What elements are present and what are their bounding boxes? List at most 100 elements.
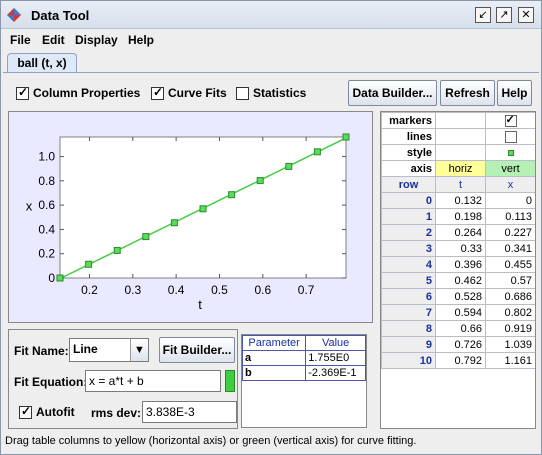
param-value[interactable]: 1.755E0 bbox=[305, 350, 366, 366]
y-tick-label: 0.6 bbox=[38, 198, 55, 212]
style-x[interactable] bbox=[485, 144, 535, 161]
statistics-label: Statistics bbox=[253, 86, 307, 100]
table-row[interactable]: 4 0.396 0.455 bbox=[381, 256, 535, 273]
t-cell[interactable]: 0.132 bbox=[435, 192, 486, 209]
style-t[interactable] bbox=[435, 144, 486, 161]
statistics-checkbox[interactable]: Statistics bbox=[236, 86, 306, 100]
column-properties-checkbox[interactable]: Column Properties bbox=[16, 85, 141, 100]
value-header[interactable]: Value bbox=[305, 335, 366, 351]
x-cell[interactable]: 0.57 bbox=[485, 272, 535, 289]
t-cell[interactable]: 0.594 bbox=[435, 304, 486, 321]
x-cell[interactable]: 0.227 bbox=[485, 224, 535, 241]
row-number[interactable]: 6 bbox=[381, 288, 436, 305]
fit-equation-field[interactable]: x = a*t + b bbox=[85, 370, 221, 392]
table-row[interactable]: 9 0.726 1.039 bbox=[381, 336, 535, 353]
t-cell[interactable]: 0.264 bbox=[435, 224, 486, 241]
x-cell[interactable]: 1.039 bbox=[485, 336, 535, 353]
row-number[interactable]: 8 bbox=[381, 320, 436, 337]
rms-dev-label: rms dev: bbox=[91, 406, 142, 420]
help-button[interactable]: Help bbox=[497, 80, 532, 106]
row-number[interactable]: 7 bbox=[381, 304, 436, 321]
row-number[interactable]: 2 bbox=[381, 224, 436, 241]
param-header[interactable]: Parameter bbox=[241, 335, 307, 351]
fit-equation-label: Fit Equation: bbox=[14, 375, 88, 389]
lines-x[interactable] bbox=[485, 128, 535, 145]
t-cell[interactable]: 0.66 bbox=[435, 320, 486, 337]
axis-t[interactable]: horiz bbox=[435, 160, 486, 177]
table-row[interactable]: 10 0.792 1.161 bbox=[381, 352, 535, 369]
t-cell[interactable]: 0.528 bbox=[435, 288, 486, 305]
checkbox-unchecked-icon[interactable] bbox=[504, 130, 517, 143]
plot-panel[interactable]: 0.2 0.3 0.4 0.5 0.6 0.7 0 0.2 0.4 0.6 0.8 1.0 t x bbox=[8, 111, 373, 323]
row-header[interactable]: row bbox=[381, 176, 436, 193]
row-number[interactable]: 0 bbox=[381, 192, 436, 209]
menu-help[interactable]: Help bbox=[128, 33, 155, 47]
refresh-button[interactable]: Refresh bbox=[440, 80, 495, 106]
x-cell[interactable]: 1.161 bbox=[485, 352, 535, 369]
table-row[interactable]: 0 0.132 0 bbox=[381, 192, 535, 209]
table-row[interactable]: 7 0.594 0.802 bbox=[381, 304, 535, 321]
column-properties-label: Column Properties bbox=[33, 86, 141, 100]
autofit-checkbox[interactable]: Autofit bbox=[19, 404, 75, 419]
x-cell[interactable]: 0.341 bbox=[485, 240, 535, 257]
parameter-table-panel: Parameter Value a 1.755E0 b -2.369E-1 bbox=[241, 334, 367, 428]
t-cell[interactable]: 0.462 bbox=[435, 272, 486, 289]
row-number[interactable]: 5 bbox=[381, 272, 436, 289]
markers-t[interactable] bbox=[435, 112, 486, 129]
y-axis-label: x bbox=[26, 199, 33, 214]
t-cell[interactable]: 0.792 bbox=[435, 352, 486, 369]
data-builder-button[interactable]: Data Builder... bbox=[348, 80, 437, 106]
style-label: style bbox=[381, 144, 436, 161]
row-number[interactable]: 9 bbox=[381, 336, 436, 353]
param-value[interactable]: -2.369E-1 bbox=[305, 365, 366, 381]
column-header-row: row t x bbox=[381, 176, 535, 193]
menu-display[interactable]: Display bbox=[75, 33, 118, 47]
markers-x[interactable] bbox=[485, 112, 535, 129]
tab-ball[interactable]: ball (t, x) bbox=[7, 53, 77, 73]
row-number[interactable]: 4 bbox=[381, 256, 436, 273]
data-point bbox=[313, 148, 321, 156]
x-cell[interactable]: 0.686 bbox=[485, 288, 535, 305]
axis-x[interactable]: vert bbox=[485, 160, 535, 177]
param-row[interactable]: b -2.369E-1 bbox=[241, 365, 366, 381]
x-header[interactable]: x bbox=[485, 176, 535, 193]
menu-edit[interactable]: Edit bbox=[42, 33, 65, 47]
x-cell[interactable]: 0.802 bbox=[485, 304, 535, 321]
table-row[interactable]: 2 0.264 0.227 bbox=[381, 224, 535, 241]
t-cell[interactable]: 0.396 bbox=[435, 256, 486, 273]
data-point bbox=[342, 133, 350, 141]
t-cell[interactable]: 0.33 bbox=[435, 240, 486, 257]
t-cell[interactable]: 0.726 bbox=[435, 336, 486, 353]
chart-svg: 0.2 0.3 0.4 0.5 0.6 0.7 0 0.2 0.4 0.6 0.8 1.0 t x bbox=[26, 133, 350, 312]
data-point bbox=[285, 162, 293, 170]
table-row[interactable]: 6 0.528 0.686 bbox=[381, 288, 535, 305]
param-row[interactable]: a 1.755E0 bbox=[241, 350, 366, 366]
table-row[interactable]: 8 0.66 0.919 bbox=[381, 320, 535, 337]
lines-row: lines bbox=[381, 128, 535, 145]
table-row[interactable]: 3 0.33 0.341 bbox=[381, 240, 535, 257]
menu-file[interactable]: File bbox=[10, 33, 31, 47]
curve-fits-checkbox[interactable]: Curve Fits bbox=[151, 85, 227, 100]
x-cell[interactable]: 0.455 bbox=[485, 256, 535, 273]
checkbox-unchecked-icon bbox=[236, 86, 249, 100]
table-row[interactable]: 5 0.462 0.57 bbox=[381, 272, 535, 289]
checkbox-checked-icon[interactable] bbox=[504, 113, 517, 127]
row-number[interactable]: 10 bbox=[381, 352, 436, 369]
x-cell[interactable]: 0.919 bbox=[485, 320, 535, 337]
fit-builder-button[interactable]: Fit Builder... bbox=[159, 337, 235, 363]
fit-name-select[interactable]: Line ▼ bbox=[69, 338, 149, 362]
x-cell[interactable]: 0 bbox=[485, 192, 535, 209]
axis-label: axis bbox=[381, 160, 436, 177]
table-row[interactable]: 1 0.198 0.113 bbox=[381, 208, 535, 225]
status-bar: Drag table columns to yellow (horizontal… bbox=[5, 435, 417, 447]
minimize-icon[interactable]: ↙ bbox=[475, 7, 491, 23]
t-cell[interactable]: 0.198 bbox=[435, 208, 486, 225]
row-number[interactable]: 1 bbox=[381, 208, 436, 225]
close-icon[interactable]: ✕ bbox=[518, 7, 534, 23]
t-header[interactable]: t bbox=[435, 176, 486, 193]
maximize-icon[interactable]: ↗ bbox=[496, 7, 512, 23]
row-number[interactable]: 3 bbox=[381, 240, 436, 257]
lines-t[interactable] bbox=[435, 128, 486, 145]
x-cell[interactable]: 0.113 bbox=[485, 208, 535, 225]
